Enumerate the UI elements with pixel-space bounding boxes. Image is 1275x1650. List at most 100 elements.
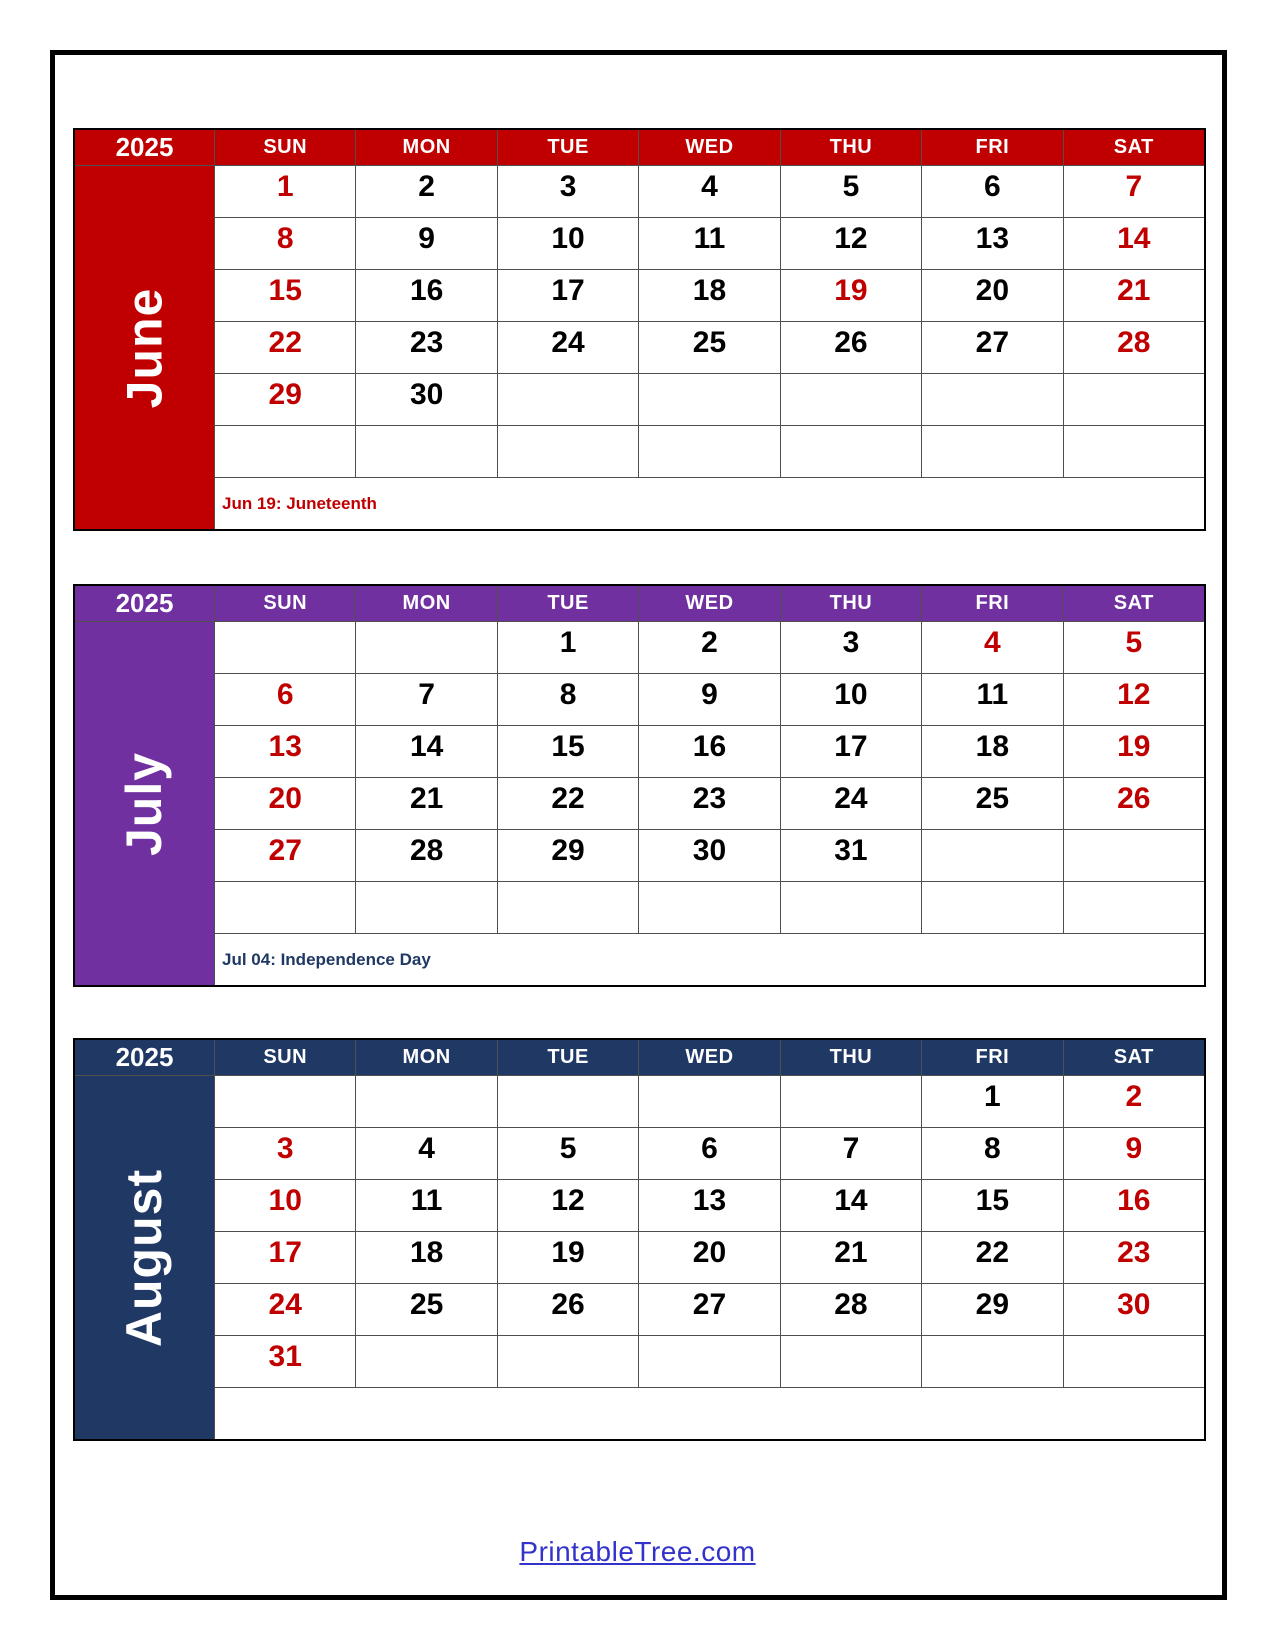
date-cell-26: 26 [779, 322, 922, 374]
date-cell-18: 18 [921, 726, 1063, 778]
date-cell-empty [214, 882, 356, 934]
month-name-label: June [116, 287, 173, 408]
day-header-fri: FRI [921, 1040, 1063, 1076]
date-cell-empty [1062, 1336, 1204, 1388]
day-header-wed: WED [638, 130, 780, 166]
month-name-label: August [116, 1168, 173, 1347]
date-cell-3: 3 [214, 1128, 356, 1180]
day-header-tue: TUE [496, 1040, 639, 1076]
date-cell-empty [214, 426, 356, 478]
date-cell-empty [1062, 374, 1204, 426]
day-header-sat: SAT [1062, 1040, 1204, 1076]
date-cell-empty [638, 882, 780, 934]
date-cell-empty [638, 374, 780, 426]
date-cell-15: 15 [496, 726, 639, 778]
date-cell-empty [638, 426, 780, 478]
date-cell-30: 30 [1062, 1284, 1204, 1336]
date-cell-3: 3 [496, 166, 639, 218]
date-cell-empty [1062, 882, 1204, 934]
date-cell-20: 20 [214, 778, 356, 830]
date-cell-1: 1 [496, 622, 639, 674]
date-cell-28: 28 [1062, 322, 1204, 374]
date-cell-18: 18 [355, 1232, 497, 1284]
day-header-wed: WED [638, 586, 780, 622]
date-cell-13: 13 [921, 218, 1063, 270]
date-cell-18: 18 [638, 270, 780, 322]
date-cell-15: 15 [921, 1180, 1063, 1232]
date-cell-17: 17 [496, 270, 639, 322]
date-cell-25: 25 [638, 322, 780, 374]
day-header-wed: WED [638, 1040, 780, 1076]
date-cell-4: 4 [355, 1128, 497, 1180]
date-cell-empty [638, 1336, 780, 1388]
day-header-sat: SAT [1062, 586, 1204, 622]
footer-link[interactable]: PrintableTree.com [519, 1536, 756, 1567]
day-header-fri: FRI [921, 586, 1063, 622]
date-cell-16: 16 [355, 270, 497, 322]
date-cell-4: 4 [921, 622, 1063, 674]
date-cell-empty [921, 882, 1063, 934]
day-header-tue: TUE [496, 130, 639, 166]
date-cell-10: 10 [496, 218, 639, 270]
date-cell-7: 7 [355, 674, 497, 726]
date-cell-14: 14 [779, 1180, 922, 1232]
date-cell-11: 11 [921, 674, 1063, 726]
date-cell-3: 3 [779, 622, 922, 674]
date-cell-20: 20 [638, 1232, 780, 1284]
date-cell-14: 14 [355, 726, 497, 778]
date-cell-19: 19 [779, 270, 922, 322]
date-cell-empty [921, 830, 1063, 882]
date-cell-13: 13 [638, 1180, 780, 1232]
date-cell-16: 16 [638, 726, 780, 778]
date-cell-6: 6 [214, 674, 356, 726]
date-cell-2: 2 [355, 166, 497, 218]
year-label: 2025 [75, 130, 214, 166]
date-cell-6: 6 [638, 1128, 780, 1180]
date-cell-26: 26 [496, 1284, 639, 1336]
month-name-label: July [116, 751, 173, 856]
day-header-mon: MON [355, 130, 497, 166]
date-cell-empty [214, 1076, 356, 1128]
date-cell-12: 12 [779, 218, 922, 270]
date-cell-21: 21 [1062, 270, 1204, 322]
date-cell-29: 29 [921, 1284, 1063, 1336]
date-cell-22: 22 [214, 322, 356, 374]
date-cell-empty [779, 426, 922, 478]
date-cell-empty [921, 374, 1063, 426]
day-header-sun: SUN [214, 586, 356, 622]
page-border-frame [50, 50, 1227, 1600]
date-cell-5: 5 [779, 166, 922, 218]
date-cell-10: 10 [779, 674, 922, 726]
date-cell-14: 14 [1062, 218, 1204, 270]
date-cell-empty [355, 882, 497, 934]
date-cell-26: 26 [1062, 778, 1204, 830]
date-cell-24: 24 [779, 778, 922, 830]
footer: PrintableTree.com [0, 1536, 1275, 1568]
date-cell-31: 31 [779, 830, 922, 882]
date-cell-15: 15 [214, 270, 356, 322]
date-cell-empty [496, 882, 639, 934]
year-label: 2025 [75, 586, 214, 622]
date-cell-empty [921, 426, 1063, 478]
date-cell-22: 22 [496, 778, 639, 830]
date-cell-19: 19 [496, 1232, 639, 1284]
date-cell-empty [779, 1076, 922, 1128]
date-cell-8: 8 [921, 1128, 1063, 1180]
date-cell-24: 24 [214, 1284, 356, 1336]
day-header-sun: SUN [214, 1040, 356, 1076]
date-cell-27: 27 [214, 830, 356, 882]
date-cell-empty [496, 1336, 639, 1388]
date-cell-21: 21 [779, 1232, 922, 1284]
date-cell-9: 9 [638, 674, 780, 726]
date-cell-30: 30 [638, 830, 780, 882]
year-label: 2025 [75, 1040, 214, 1076]
date-cell-empty [779, 374, 922, 426]
date-cell-1: 1 [214, 166, 356, 218]
date-cell-empty [214, 622, 356, 674]
holiday-note [214, 1388, 1204, 1439]
date-cell-4: 4 [638, 166, 780, 218]
month-color-block: June [75, 166, 214, 529]
day-header-thu: THU [779, 586, 922, 622]
